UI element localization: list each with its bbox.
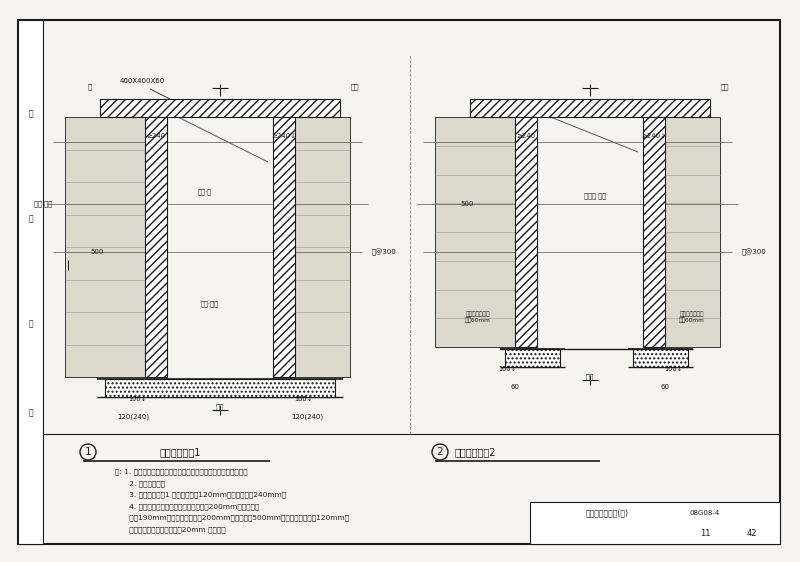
Text: 42: 42	[746, 529, 758, 538]
Text: 11: 11	[700, 529, 710, 538]
Text: 3. 门窗洞口做法1 中骨架处宽为120mm，门墙底宽为240mm。: 3. 门窗洞口做法1 中骨架处宽为120mm，门墙底宽为240mm。	[115, 492, 286, 498]
Text: 木搁板排采用草本竹木排列20mm 的填木。: 木搁板排采用草本竹木排列20mm 的填木。	[115, 526, 226, 533]
Text: 木框间 板架: 木框间 板架	[584, 193, 606, 200]
Bar	[665, 117, 720, 347]
Bar	[515, 117, 537, 347]
Text: 衬垫 板架: 衬垫 板架	[34, 201, 52, 207]
Bar	[505, 349, 560, 367]
Text: 60: 60	[510, 384, 519, 390]
Text: 木搁置竖固网框
宽约60mm: 木搁置竖固网框 宽约60mm	[679, 311, 705, 323]
Text: 08G08-4: 08G08-4	[690, 510, 720, 516]
Text: 500: 500	[90, 249, 104, 255]
Text: 坡板: 坡板	[586, 374, 594, 380]
Bar	[295, 117, 350, 377]
Text: 生土墙构造做法(四): 生土墙构造做法(四)	[586, 509, 629, 518]
Text: 板: 板	[88, 84, 92, 90]
Text: 100↓: 100↓	[498, 366, 516, 372]
Text: 缓缓·材料: 缓缓·材料	[201, 301, 219, 307]
Text: 100↓: 100↓	[128, 396, 146, 402]
Text: 60: 60	[661, 384, 670, 390]
Text: 水: 水	[28, 319, 33, 328]
Text: ≥240: ≥240	[516, 133, 535, 139]
Text: 100↓: 100↓	[294, 396, 312, 402]
Bar	[530, 502, 780, 544]
Text: 坡板: 坡板	[216, 404, 224, 410]
Text: 暖: 暖	[28, 409, 33, 418]
Bar	[18, 20, 43, 544]
Text: 1: 1	[85, 447, 91, 457]
Text: 挂筋: 挂筋	[350, 84, 359, 90]
Bar	[105, 379, 335, 397]
Bar	[145, 117, 167, 377]
Text: 4. 木搁置竖固网框，其外侧做木竹排列200mm宽，直前断: 4. 木搁置竖固网框，其外侧做木竹排列200mm宽，直前断	[115, 503, 259, 510]
Bar	[633, 349, 688, 367]
Bar	[435, 117, 515, 347]
Text: 500: 500	[460, 201, 474, 207]
Text: 120(240): 120(240)	[117, 414, 149, 420]
Text: 100↓: 100↓	[664, 366, 682, 372]
Bar	[273, 117, 295, 377]
Text: ≥240↓: ≥240↓	[641, 133, 666, 139]
Text: 门窗洞口做法2: 门窗洞口做法2	[455, 447, 497, 457]
Text: 400X400X60: 400X400X60	[120, 78, 166, 84]
Text: 结: 结	[28, 215, 33, 224]
Text: 注: 1. 做法采用黏麻、藁木、竹末、等草料编制标准构造做法材料: 注: 1. 做法采用黏麻、藁木、竹末、等草料编制标准构造做法材料	[115, 469, 247, 475]
Bar	[65, 117, 145, 377]
Text: 预留·筋: 预留·筋	[198, 189, 212, 196]
Text: ≥240: ≥240	[146, 133, 165, 139]
Bar	[643, 117, 665, 347]
Bar	[100, 99, 340, 117]
Text: 拉@300: 拉@300	[372, 248, 397, 256]
Text: 120(240): 120(240)	[291, 414, 323, 420]
Text: 挂筋: 挂筋	[721, 84, 730, 90]
Text: 拉@300: 拉@300	[742, 248, 766, 256]
Text: 木搁置竖固网框
宽约60mm: 木搁置竖固网框 宽约60mm	[465, 311, 491, 323]
Text: 2. 门洞口适合。: 2. 门洞口适合。	[115, 480, 165, 487]
Bar	[470, 99, 710, 117]
Text: ≥240↓: ≥240↓	[271, 133, 296, 139]
Text: 建: 建	[28, 110, 33, 119]
Text: 框材190mm，当骨架做木排列200mm，木竹排列500mm长，支撑竖分排列120mm，: 框材190mm，当骨架做木排列200mm，木竹排列500mm长，支撑竖分排列12…	[115, 515, 349, 522]
Text: 门窗洞口做法1: 门窗洞口做法1	[160, 447, 202, 457]
Text: 2: 2	[437, 447, 443, 457]
